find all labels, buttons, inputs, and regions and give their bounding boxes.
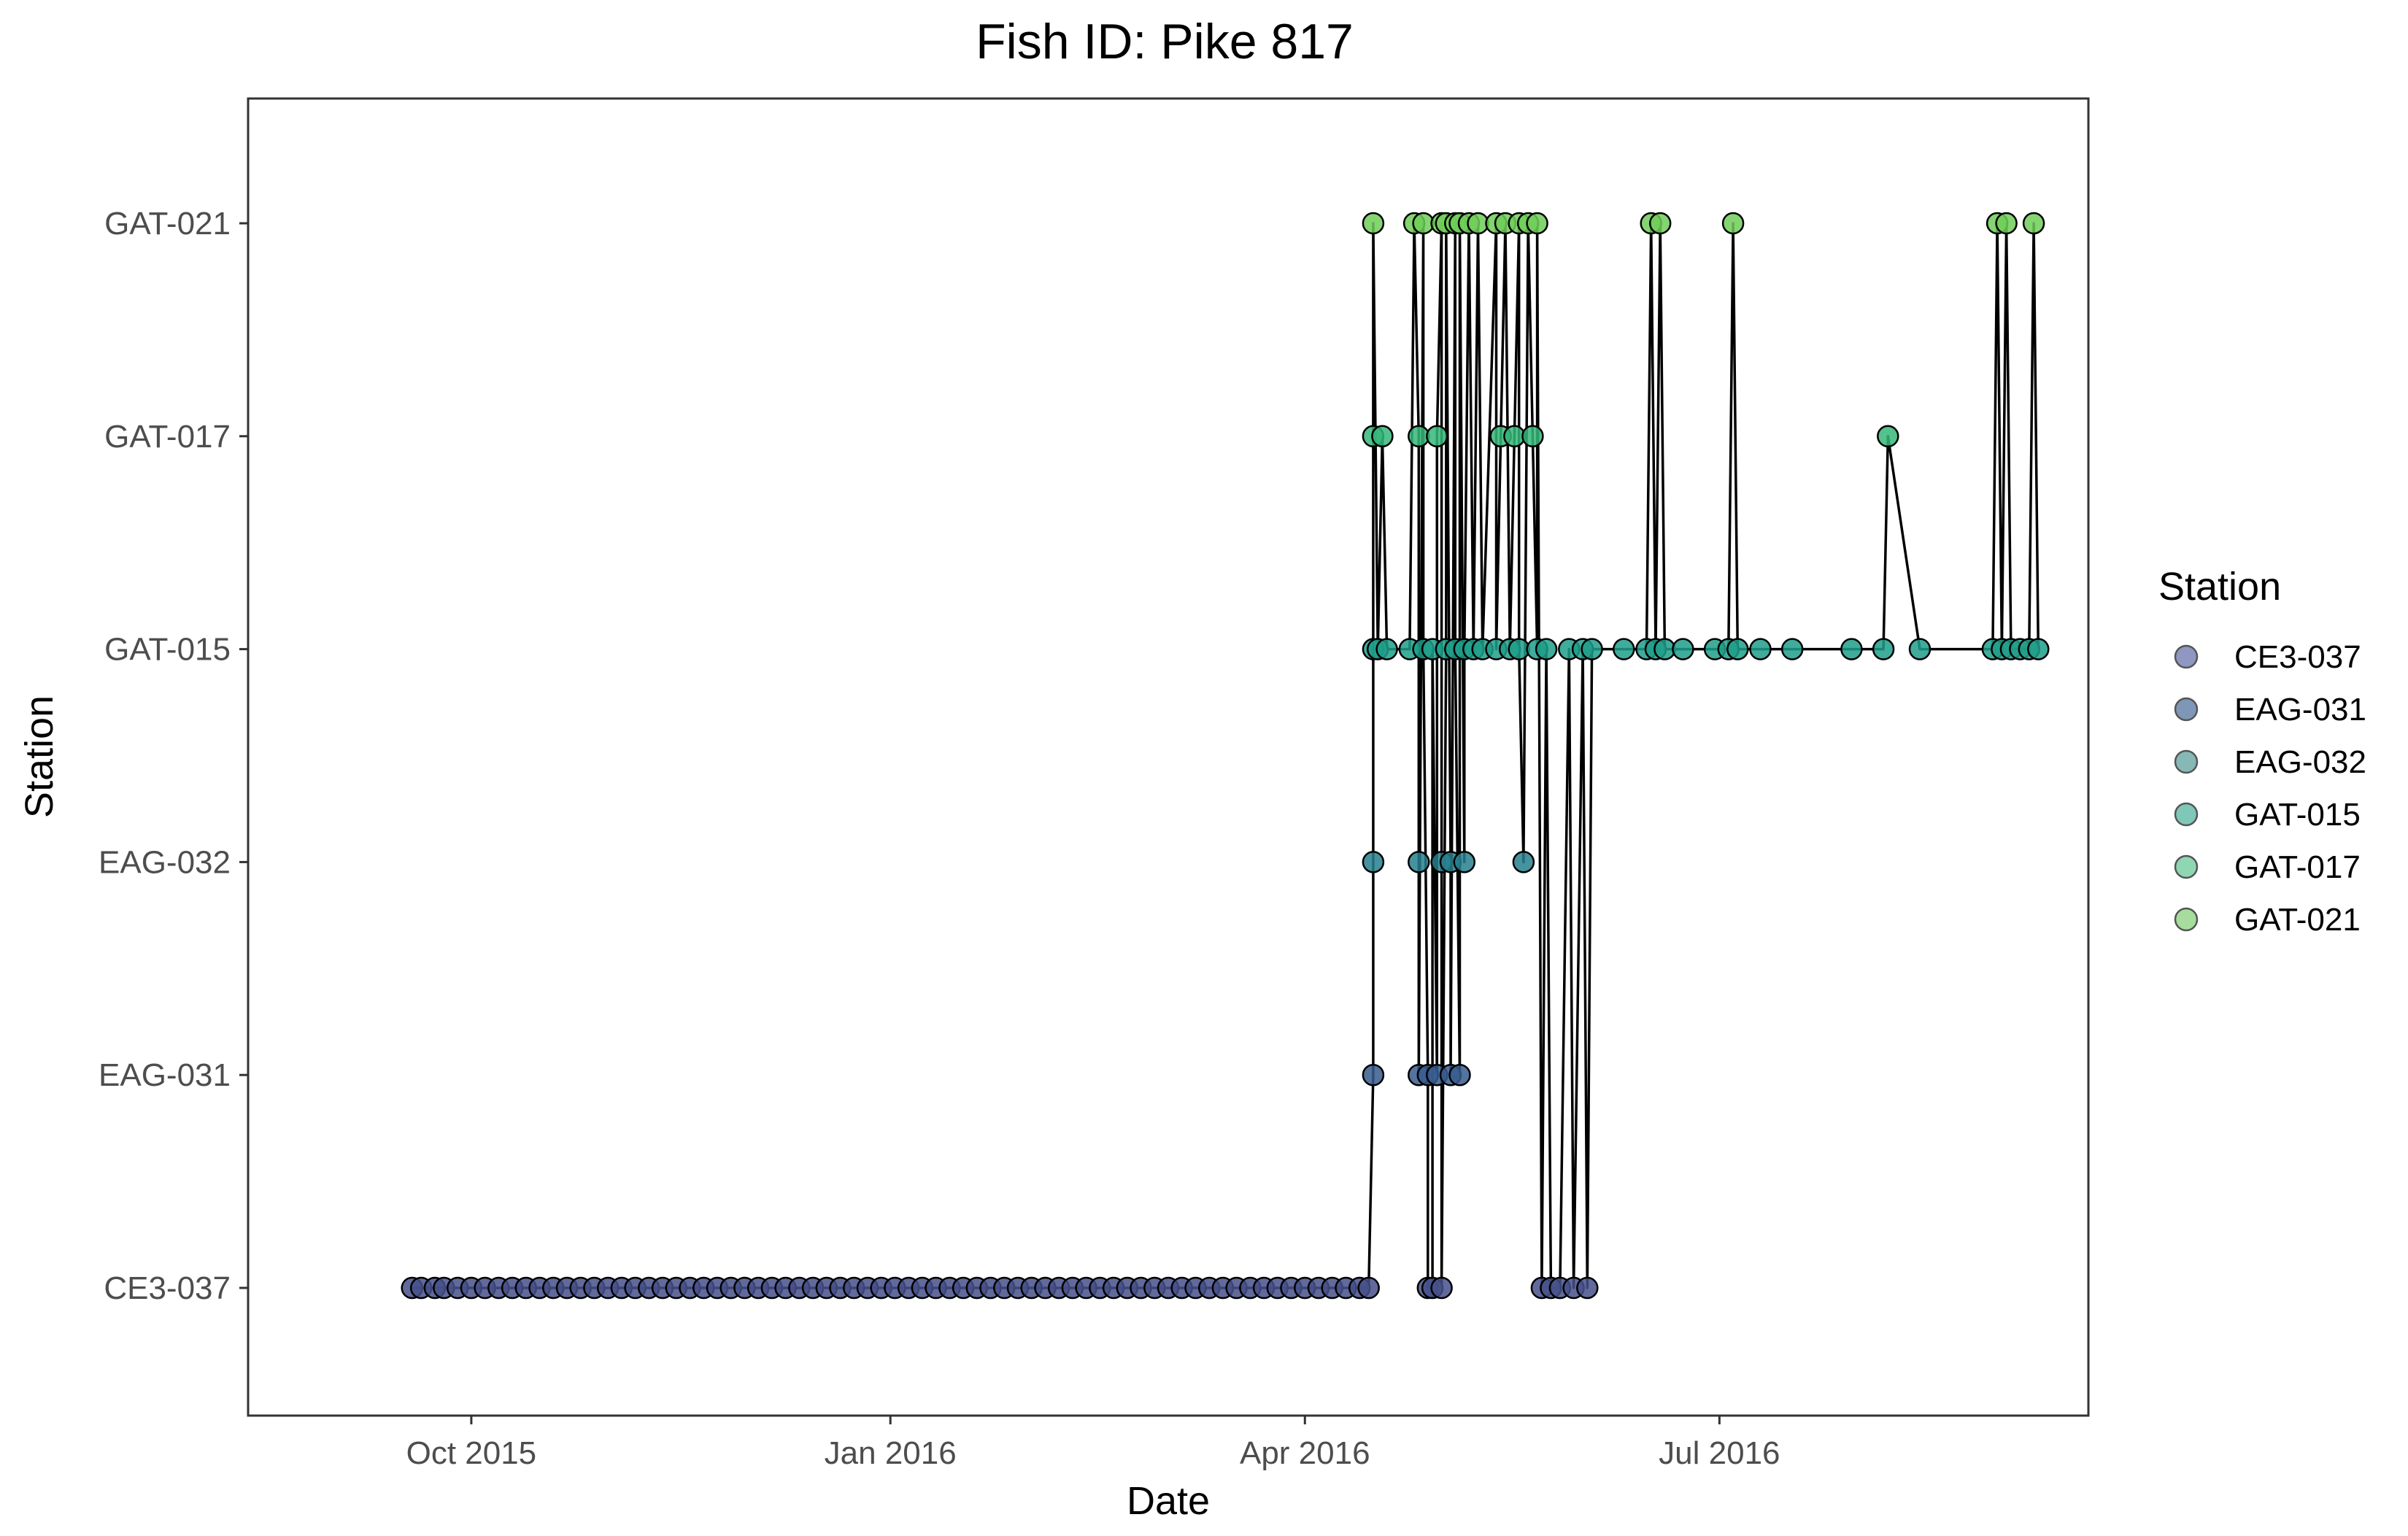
x-tick-label: Jul 2016 (1659, 1435, 1780, 1471)
detection-point (1872, 638, 1895, 660)
legend-key (2174, 697, 2199, 722)
y-tick-label: EAG-031 (99, 1057, 231, 1093)
x-tick-label: Jan 2016 (825, 1435, 957, 1471)
detection-point (1840, 638, 1863, 660)
legend-title: Station (2158, 565, 2281, 609)
legend-entry: GAT-021 (2234, 902, 2361, 938)
plot-layer (401, 212, 2050, 1300)
detection-point (1512, 851, 1535, 873)
detection-point (1362, 851, 1385, 873)
y-tick-label: GAT-021 (104, 206, 231, 242)
x-tick-label: Apr 2016 (1240, 1435, 1370, 1471)
x-axis-title: Date (1127, 1479, 1210, 1523)
detection-point (1908, 638, 1932, 660)
detection-point (1371, 425, 1394, 448)
detection-point (1535, 638, 1558, 660)
plot-panel (247, 97, 2090, 1417)
y-tick-label: GAT-015 (104, 632, 231, 668)
detection-point (1672, 638, 1694, 660)
legend-entry: CE3-037 (2234, 639, 2361, 675)
detection-point (1408, 851, 1430, 873)
legend-key (2174, 907, 2199, 932)
legend-entry: EAG-032 (2234, 744, 2366, 780)
detection-point (1780, 638, 1804, 660)
legend-key (2174, 802, 2199, 827)
y-tick-label: GAT-017 (104, 419, 231, 455)
x-tick-label: Oct 2015 (406, 1435, 537, 1471)
y-axis: CE3-037 EAG-031 EAG-032 GAT-015 GAT-017 GAT-0… (99, 206, 248, 1306)
detection-point (1375, 638, 1398, 660)
detection-point (1877, 425, 1899, 448)
detection-point (1521, 425, 1544, 448)
y-axis-title: Station (18, 695, 61, 818)
legend: Station CE3-037 EAG-031 EAG-032 GAT-015 GAT-… (2158, 565, 2366, 938)
detection-point (1721, 212, 1745, 235)
detection-point (1576, 1276, 1599, 1300)
y-tick-label: EAG-032 (99, 844, 231, 880)
detection-point (1613, 638, 1635, 660)
detection-point (1749, 638, 1772, 660)
legend-key (2174, 854, 2199, 879)
detection-point (1430, 1276, 1453, 1300)
chart-title: Fish ID: Pike 817 (976, 14, 1354, 69)
legend-key (2174, 644, 2199, 669)
y-tick-label: CE3-037 (104, 1270, 231, 1306)
detection-point (1995, 212, 2018, 235)
detection-point (1526, 212, 1548, 235)
detection-point (2022, 212, 2045, 235)
detection-point (1362, 1063, 1385, 1087)
legend-entry: EAG-031 (2234, 692, 2366, 728)
detection-point (1362, 212, 1385, 235)
legend-key (2174, 749, 2199, 774)
legend-entry: GAT-015 (2234, 797, 2361, 833)
detection-point (1426, 425, 1448, 448)
detection-point (1357, 1276, 1380, 1300)
detection-point (1726, 638, 1749, 660)
detection-point (1648, 212, 1672, 235)
detection-point (2027, 638, 2050, 660)
legend-entry: GAT-017 (2234, 849, 2361, 885)
detection-point (1453, 851, 1476, 873)
detection-point (1581, 638, 1603, 660)
x-axis: Oct 2015 Jan 2016 Apr 2016 Jul 2016 (406, 1416, 1780, 1471)
detection-point (1448, 1063, 1471, 1087)
